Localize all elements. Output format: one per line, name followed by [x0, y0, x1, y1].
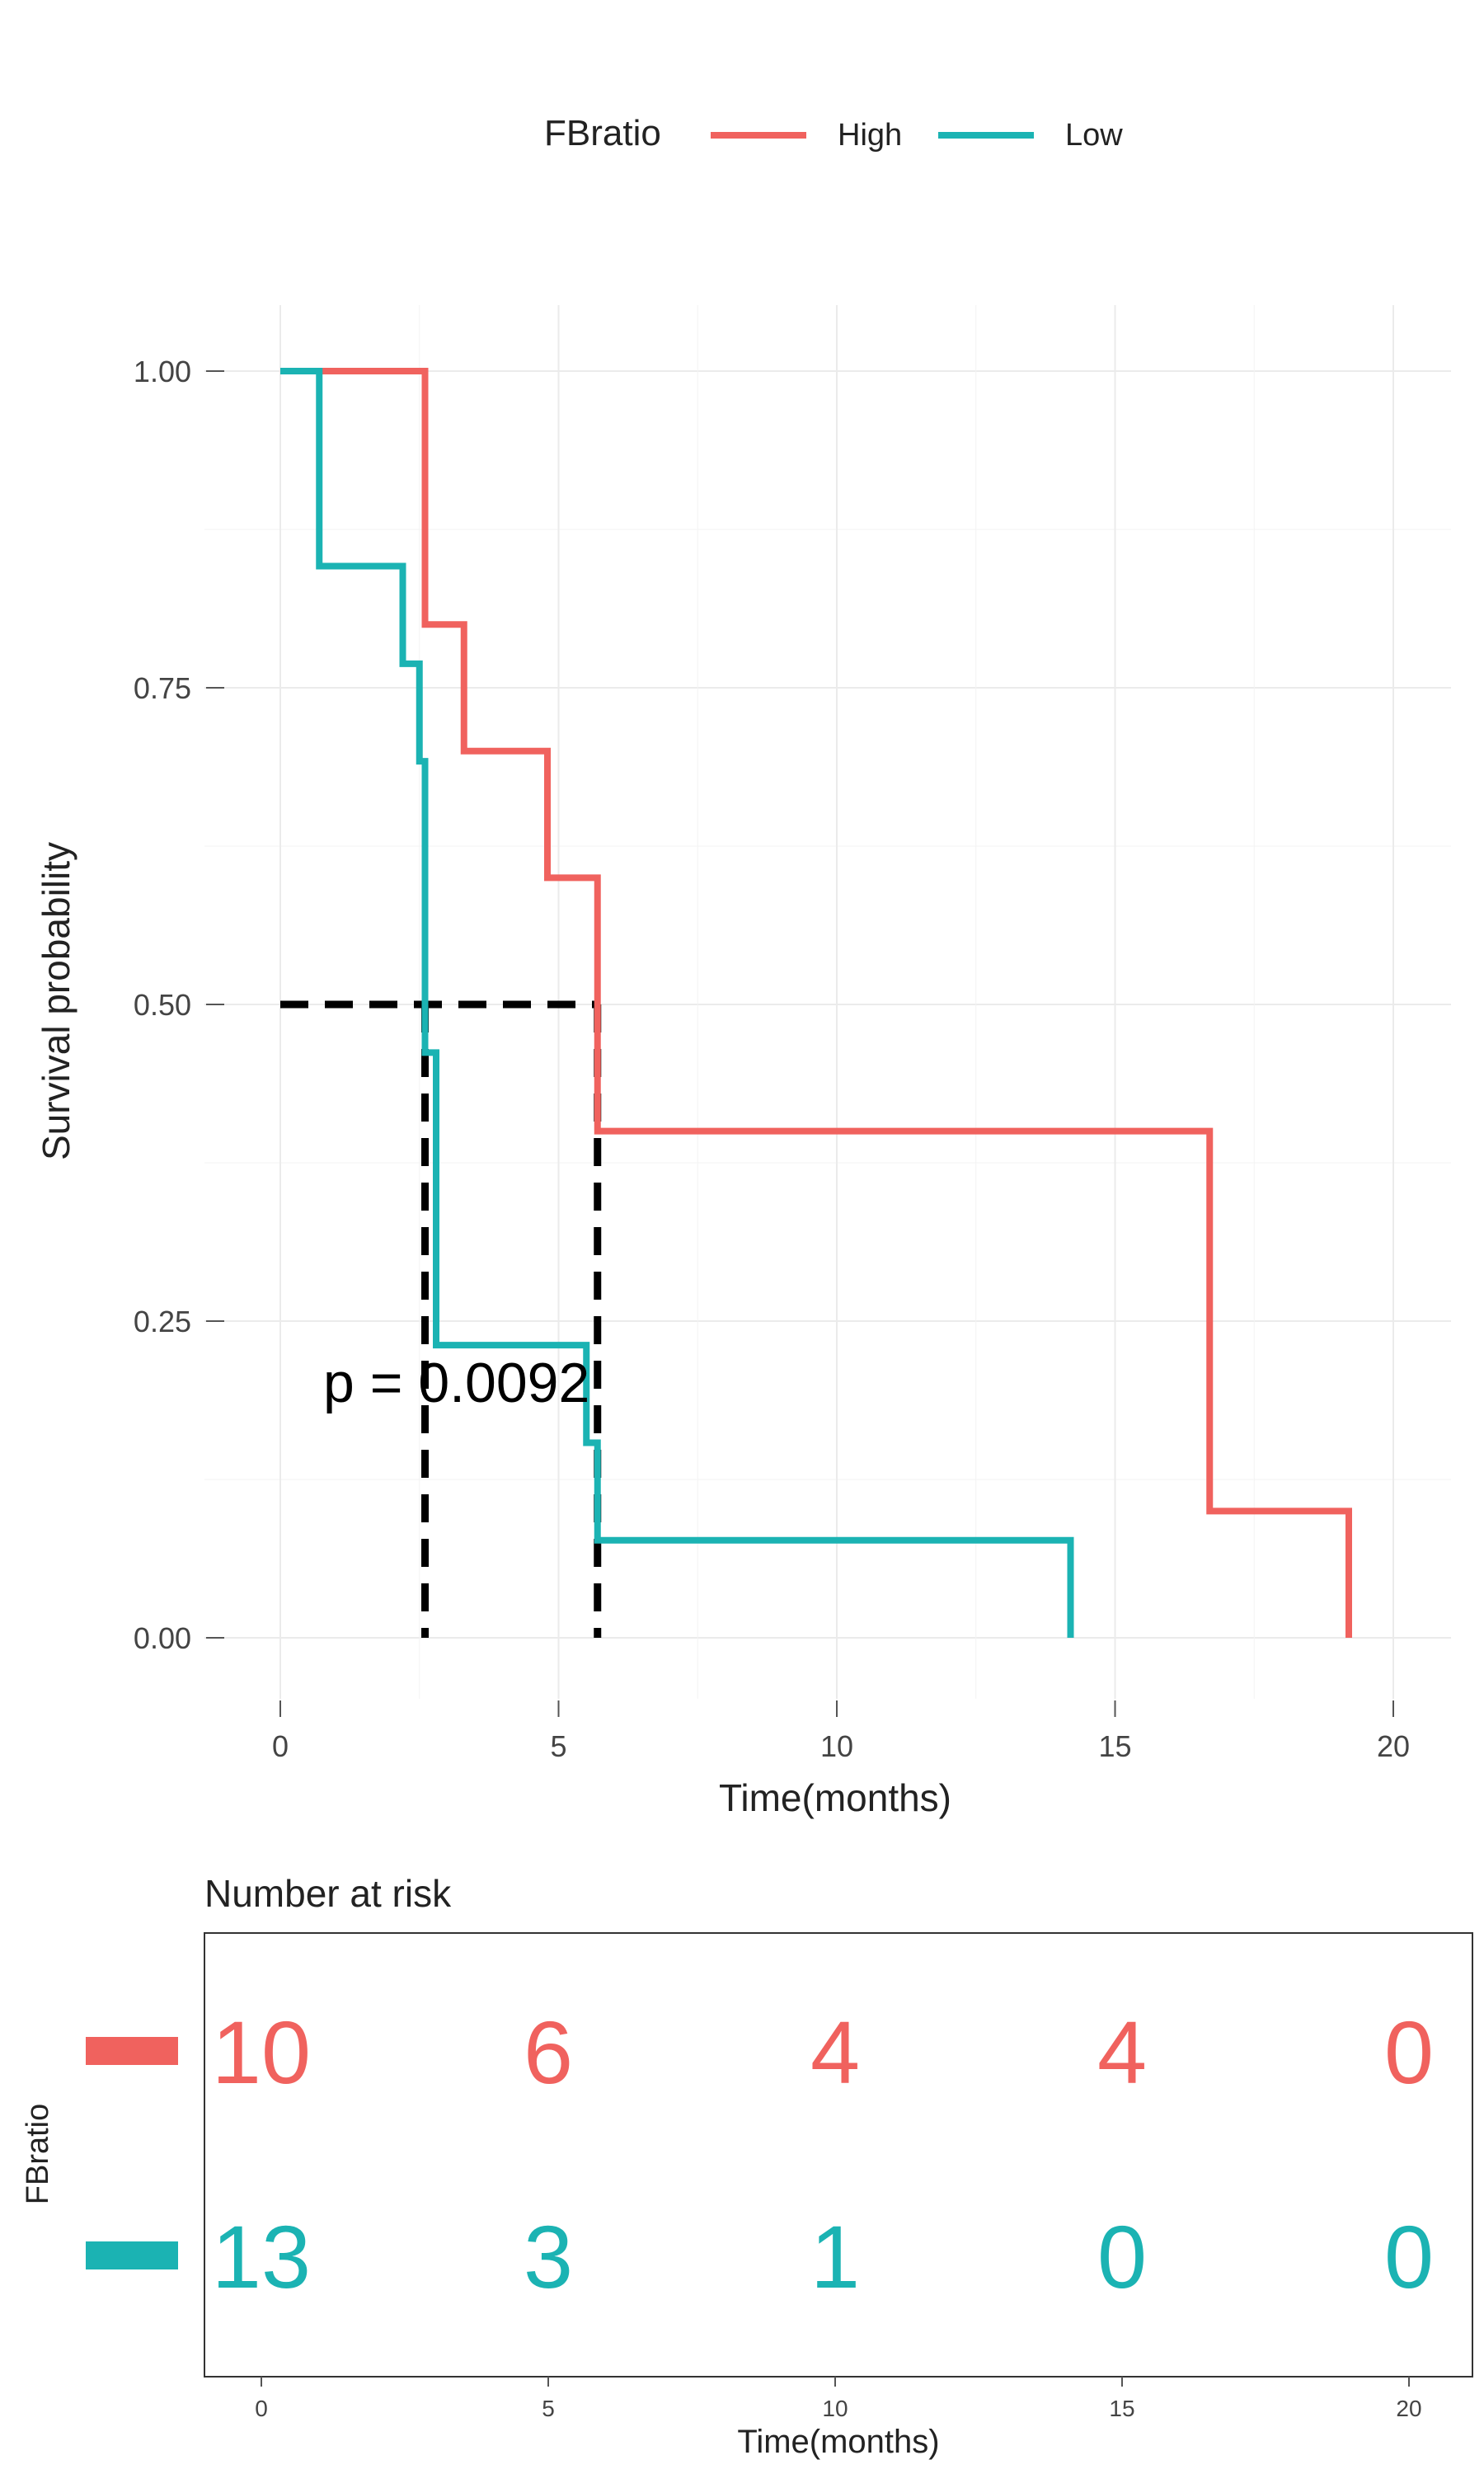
- risk-key-low: [86, 2241, 178, 2269]
- p-value-annotation: p = 0.0092: [323, 1352, 589, 1414]
- legend-label-high: High: [838, 118, 902, 153]
- risk-table-title: Number at risk: [204, 1872, 452, 1915]
- risk-x-tick-label-4: 20: [1396, 2396, 1421, 2421]
- risk-value-high-1: 6: [524, 2002, 573, 2102]
- legend: FBratio High Low: [544, 113, 1123, 153]
- risk-value-high-3: 4: [1097, 2002, 1147, 2102]
- y-tick-label-2: 0.50: [134, 988, 191, 1022]
- x-tick-label-1: 5: [550, 1729, 566, 1763]
- y-tick-label-4: 1.00: [134, 355, 191, 388]
- risk-value-high-0: 10: [212, 2002, 311, 2102]
- risk-x-tick-label-3: 15: [1109, 2396, 1134, 2421]
- survival-plot: 0.00 0.25 0.50 0.75 1.00 0 5 10 15 20 p = 0.0092…: [35, 305, 1451, 1819]
- y-axis-title: Survival probability: [35, 842, 77, 1160]
- x-axis-title: Time(months): [719, 1776, 951, 1819]
- legend-label-low: Low: [1065, 118, 1123, 153]
- risk-value-low-0: 13: [212, 2207, 311, 2307]
- x-axis: 0 5 10 15 20: [272, 1700, 1410, 1763]
- x-tick-label-2: 10: [820, 1729, 853, 1763]
- risk-value-high-2: 4: [810, 2002, 860, 2102]
- survival-curve-high: [280, 368, 1352, 1638]
- risk-x-tick-label-1: 5: [542, 2396, 555, 2421]
- survival-curves: [280, 368, 1352, 1638]
- risk-x-axis-title: Time(months): [737, 2424, 939, 2460]
- risk-table: Number at risk FBratio 10 6 4 4 013 3 1 0 0 0 5 10…: [21, 1872, 1473, 2460]
- risk-value-low-4: 0: [1384, 2207, 1434, 2307]
- survival-curve-low: [280, 368, 1074, 1638]
- risk-key-high: [86, 2037, 178, 2065]
- risk-value-low-1: 3: [524, 2207, 573, 2307]
- risk-x-axis: 0 5 10 15 20: [255, 2377, 1422, 2421]
- risk-value-low-3: 0: [1097, 2207, 1147, 2307]
- legend-title: FBratio: [544, 113, 661, 153]
- x-tick-label-4: 20: [1377, 1729, 1410, 1763]
- risk-value-high-4: 0: [1384, 2002, 1434, 2102]
- risk-x-tick-label-2: 10: [822, 2396, 848, 2421]
- risk-table-panel: [204, 1932, 1473, 2378]
- y-axis: 0.00 0.25 0.50 0.75 1.00: [134, 355, 224, 1655]
- risk-table-y-title: FBratio: [21, 2104, 55, 2204]
- risk-value-low-2: 1: [810, 2207, 860, 2307]
- x-tick-label-0: 0: [272, 1729, 289, 1763]
- risk-values: 10 6 4 4 013 3 1 0 0: [212, 2002, 1434, 2307]
- y-tick-label-1: 0.25: [134, 1305, 191, 1338]
- y-tick-label-0: 0.00: [134, 1621, 191, 1655]
- x-tick-label-3: 15: [1098, 1729, 1131, 1763]
- risk-x-tick-label-0: 0: [255, 2396, 268, 2421]
- y-tick-label-3: 0.75: [134, 671, 191, 705]
